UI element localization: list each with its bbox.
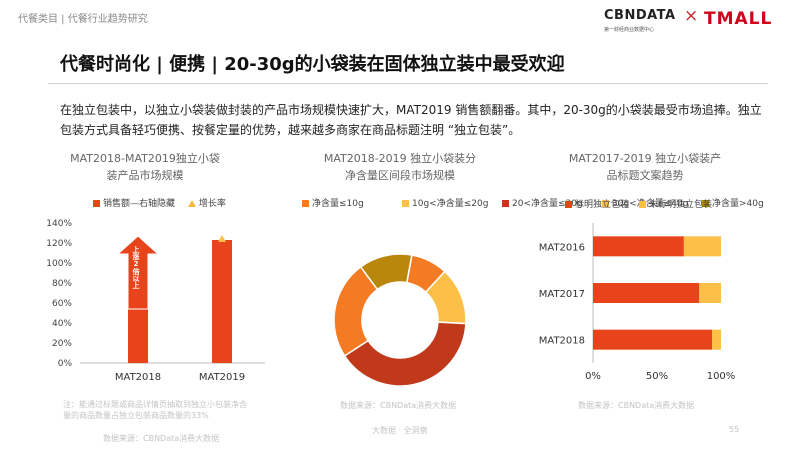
chart1-arrow-label: 上涨2倍以上	[132, 246, 140, 289]
chart2-svg	[333, 253, 467, 387]
chart1-ytick-label: 120%	[46, 239, 72, 249]
chart3-source: 数据来源：CBNData消费大数据	[578, 401, 695, 410]
chart2-slice	[343, 321, 467, 387]
logo-separator: ×	[684, 6, 699, 26]
chart1-title-line1: MAT2018-MAT2019独立小袋	[70, 152, 220, 165]
chart1-bar	[212, 240, 232, 363]
breadcrumb: 代餐类目 | 代餐行业趋势研究	[18, 14, 148, 25]
cbndata-logo-subtitle: 第一财经商业数据中心	[604, 27, 655, 33]
chart3-legend-item: 标明独立包装	[565, 200, 629, 210]
tmall-logo: TMALL	[704, 9, 773, 29]
chart3-title-line1: MAT2017-2019 独立小袋装产	[568, 152, 722, 165]
chart3-bar-segment	[593, 283, 700, 303]
chart3-title-line2: 品标题文案趋势	[606, 169, 684, 182]
chart1-ytick-label: 100%	[46, 259, 72, 269]
chart2-title-line1: MAT2018-2019 独立小袋装分	[323, 152, 477, 165]
chart1-note: 注：能通过标题或商品详情页抽取到独立小包装净含 量的商品数量占独立包装商品数量的…	[63, 399, 278, 421]
chart2-slice	[359, 253, 413, 291]
chart2-source: 数据来源：CBNData消费大数据	[340, 401, 457, 410]
chart1-ytick-label: 60%	[52, 299, 72, 309]
chart3-svg: 0% 50% 100% MAT2016 MAT2017 MAT2018	[539, 223, 736, 382]
chart2-legend-item: 净含量>40g	[702, 196, 800, 212]
chart1-legend-growth: 增长率	[187, 199, 226, 209]
chart2-title-line2: 净含量区间段市场规模	[345, 169, 455, 182]
chart3-bar-segment	[683, 236, 721, 257]
chart1-title: MAT2018-MAT2019独立小袋 装产品市场规模	[40, 150, 250, 184]
chart3-xtick-label: 0%	[585, 371, 601, 382]
chart1-ytick-label: 20%	[52, 339, 72, 349]
chart3-ytick-label: MAT2017	[539, 289, 585, 300]
page-number: 55	[729, 425, 740, 434]
cbndata-logo: CBNDATA	[604, 8, 676, 23]
chart3-legend-item: 未标明独立包装	[639, 200, 712, 210]
page-title: 代餐时尚化 | 便携 | 20-30g的小袋装在固体独立装中最受欢迎	[60, 54, 565, 75]
chart1-growth-arrow	[116, 235, 160, 310]
chart2-legend-item: 10g<净含量≤20g	[402, 196, 502, 212]
title-divider	[48, 83, 768, 84]
chart3-ytick-label: MAT2018	[539, 336, 585, 347]
chart1-ytick-label: 140%	[46, 219, 72, 229]
chart3-title: MAT2017-2019 独立小袋装产 品标题文案趋势	[555, 150, 735, 184]
chart3-xtick-label: 100%	[707, 371, 736, 382]
summary-paragraph: 在独立包装中，以独立小袋装做封装的产品市场规模快速扩大，MAT2019 销售额翻…	[60, 103, 762, 137]
chart1-note-line2: 量的商品数量占独立包装商品数量的33%	[63, 411, 209, 420]
chart1-legend-sales: 销售额—右轴隐藏	[93, 199, 175, 209]
chart2-legend: 净含量≤10g 10g<净含量≤20g 20<净含量≤30g 30g<净含量≤40g 净…	[302, 196, 764, 212]
chart1-svg: 0% 20% 40% 60% 80% 100% 120% 140% MAT2018 MAT201…	[46, 219, 265, 383]
chart3-bar-segment	[699, 283, 721, 303]
chart1-ytick-label: 40%	[52, 319, 72, 329]
chart2-title: MAT2018-2019 独立小袋装分 净含量区间段市场规模	[300, 150, 500, 184]
chart1-xtick-label: MAT2018	[115, 372, 161, 383]
chart1-legend: 销售额—右轴隐藏 增长率	[93, 196, 226, 209]
chart3-legend: 标明独立包装 未标明独立包装	[565, 197, 712, 210]
chart1-ytick-label: 80%	[52, 279, 72, 289]
chart1-title-line2: 装产品市场规模	[106, 169, 184, 182]
chart2-legend-item: 净含量≤10g	[302, 196, 402, 212]
chart2-legend-item: 20<净含量≤30g	[502, 196, 602, 212]
chart1-note-line1: 注：能通过标题或商品详情页抽取到独立小包装净含	[63, 400, 247, 409]
chart3-ytick-label: MAT2016	[539, 242, 585, 253]
chart3-xtick-label: 50%	[646, 371, 668, 382]
chart3-bar-segment	[593, 329, 713, 350]
footer-watermark: 大数据 · 全洞察	[372, 426, 428, 435]
chart2-legend-item: 30g<净含量≤40g	[602, 196, 702, 212]
chart1-bar	[128, 309, 148, 363]
chart1-ytick-label: 0%	[58, 359, 73, 369]
chart1-xtick-label: MAT2019	[199, 372, 245, 383]
chart1-source: 数据来源：CBNData消费大数据	[103, 434, 220, 443]
chart3-bar-segment	[712, 329, 721, 350]
chart1-growth-marker	[218, 235, 226, 242]
chart3-bar-segment	[593, 236, 684, 257]
